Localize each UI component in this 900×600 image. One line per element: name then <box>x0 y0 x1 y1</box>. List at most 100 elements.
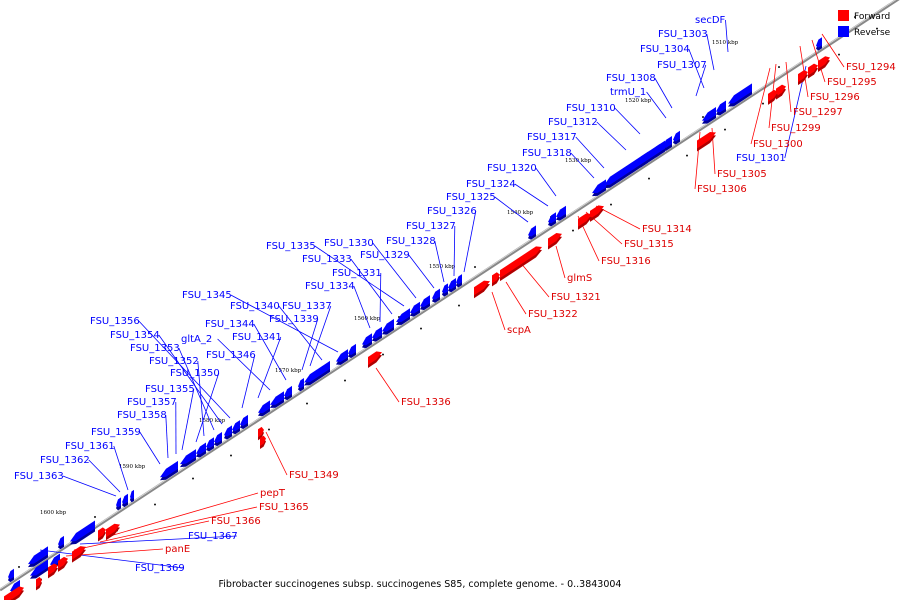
forward-gene-label[interactable]: FSU_1294 <box>846 62 896 73</box>
forward-gene[interactable] <box>258 426 264 441</box>
forward-gene-label[interactable]: FSU_1299 <box>771 123 821 134</box>
forward-gene-label[interactable]: FSU_1296 <box>810 92 860 103</box>
reverse-gene-label[interactable]: FSU_1359 <box>91 427 141 438</box>
forward-gene[interactable] <box>578 213 592 230</box>
reverse-gene[interactable] <box>348 343 356 358</box>
reverse-gene-label[interactable]: FSU_1312 <box>548 117 598 128</box>
reverse-gene-label[interactable]: FSU_1350 <box>170 368 220 379</box>
forward-gene-label[interactable]: pepT <box>260 488 286 499</box>
reverse-gene[interactable] <box>702 107 716 124</box>
reverse-gene-label[interactable]: FSU_1320 <box>487 163 537 174</box>
forward-gene-label[interactable]: FSU_1366 <box>211 516 261 527</box>
forward-gene-label[interactable]: FSU_1336 <box>401 397 451 408</box>
reverse-gene-label[interactable]: FSU_1303 <box>658 29 708 40</box>
forward-gene[interactable] <box>492 272 500 287</box>
reverse-gene-label[interactable]: FSU_1329 <box>360 250 410 261</box>
reverse-gene-label[interactable]: FSU_1363 <box>14 471 64 482</box>
reverse-gene[interactable] <box>604 143 660 189</box>
forward-gene[interactable] <box>72 546 86 563</box>
reverse-gene[interactable] <box>456 274 462 288</box>
reverse-gene-label[interactable]: FSU_1337 <box>282 301 332 312</box>
forward-gene[interactable] <box>12 586 24 600</box>
reverse-gene[interactable] <box>410 301 420 317</box>
reverse-gene[interactable] <box>396 308 410 326</box>
reverse-gene-label[interactable]: FSU_1324 <box>466 179 516 190</box>
forward-gene[interactable] <box>36 576 42 591</box>
reverse-gene-label[interactable]: FSU_1301 <box>736 153 786 164</box>
reverse-gene[interactable] <box>214 431 222 447</box>
forward-gene[interactable] <box>500 246 542 282</box>
forward-gene[interactable] <box>106 523 120 541</box>
reverse-gene[interactable] <box>70 520 95 545</box>
forward-gene-label[interactable]: FSU_1306 <box>697 184 747 195</box>
reverse-gene-label[interactable]: FSU_1341 <box>232 332 282 343</box>
reverse-gene-label[interactable]: FSU_1333 <box>302 254 352 265</box>
reverse-gene-label[interactable]: FSU_1356 <box>90 316 140 327</box>
forward-gene-label[interactable]: FSU_1316 <box>601 256 651 267</box>
forward-gene-label[interactable]: FSU_1365 <box>259 502 309 513</box>
reverse-gene-label[interactable]: FSU_1327 <box>406 221 456 232</box>
forward-gene[interactable] <box>548 233 562 250</box>
reverse-gene-label[interactable]: FSU_1308 <box>606 73 656 84</box>
reverse-gene-label[interactable]: secDF <box>695 15 726 26</box>
reverse-gene[interactable] <box>28 546 48 568</box>
reverse-gene-label[interactable]: FSU_1355 <box>145 384 195 395</box>
reverse-gene[interactable] <box>196 442 206 458</box>
forward-gene[interactable] <box>368 351 382 368</box>
reverse-gene-label[interactable]: FSU_1346 <box>206 350 256 361</box>
reverse-gene-label[interactable]: FSU_1358 <box>117 410 167 421</box>
reverse-gene-label[interactable]: FSU_1361 <box>65 441 115 452</box>
reverse-gene-label[interactable]: trmU_1 <box>610 87 646 98</box>
reverse-gene-label[interactable]: FSU_1340 <box>230 301 280 312</box>
reverse-gene[interactable] <box>382 318 394 335</box>
reverse-gene[interactable] <box>224 425 232 440</box>
forward-gene-label[interactable]: FSU_1321 <box>551 292 601 303</box>
forward-gene[interactable] <box>808 63 818 79</box>
reverse-gene-label[interactable]: FSU_1331 <box>332 268 382 279</box>
reverse-gene-label[interactable]: FSU_1318 <box>522 148 572 159</box>
reverse-gene[interactable] <box>372 326 382 342</box>
reverse-gene-label[interactable]: FSU_1367 <box>188 531 238 542</box>
forward-gene[interactable] <box>48 563 58 579</box>
reverse-gene-label[interactable]: FSU_1328 <box>386 236 436 247</box>
forward-gene[interactable] <box>818 56 830 72</box>
forward-gene[interactable] <box>98 527 106 542</box>
reverse-gene[interactable] <box>556 205 566 221</box>
reverse-gene[interactable] <box>304 360 330 386</box>
reverse-gene[interactable] <box>284 385 292 401</box>
reverse-gene[interactable] <box>116 497 121 511</box>
reverse-gene[interactable] <box>180 449 196 468</box>
reverse-gene-label[interactable]: FSU_1304 <box>640 44 690 55</box>
reverse-gene-label[interactable]: FSU_1317 <box>527 132 577 143</box>
reverse-gene[interactable] <box>240 414 248 430</box>
reverse-gene[interactable] <box>270 391 284 408</box>
forward-gene[interactable] <box>58 556 68 572</box>
forward-gene-label[interactable]: FSU_1314 <box>642 224 692 235</box>
reverse-gene-label[interactable]: FSU_1339 <box>269 314 319 325</box>
forward-gene[interactable] <box>798 70 808 86</box>
reverse-gene-label[interactable]: FSU_1310 <box>566 103 616 114</box>
reverse-gene-label[interactable]: FSU_1325 <box>446 192 496 203</box>
reverse-gene[interactable] <box>362 333 372 349</box>
reverse-gene[interactable] <box>548 212 556 227</box>
forward-gene[interactable] <box>697 131 716 152</box>
forward-gene-label[interactable]: scpA <box>507 325 531 336</box>
reverse-gene[interactable] <box>30 559 48 579</box>
reverse-gene-label[interactable]: FSU_1357 <box>127 397 177 408</box>
reverse-gene-label[interactable]: FSU_1345 <box>182 290 232 301</box>
reverse-gene[interactable] <box>258 400 270 417</box>
reverse-gene-label[interactable]: gltA_2 <box>181 334 212 345</box>
forward-gene-label[interactable]: FSU_1322 <box>528 309 578 320</box>
reverse-gene[interactable] <box>420 295 430 311</box>
reverse-gene[interactable] <box>728 83 752 107</box>
reverse-gene-label[interactable]: FSU_1362 <box>40 455 90 466</box>
reverse-gene-label[interactable]: FSU_1352 <box>149 356 199 367</box>
reverse-gene-label[interactable]: FSU_1335 <box>266 241 316 252</box>
reverse-gene-label[interactable]: FSU_1330 <box>324 238 374 249</box>
forward-gene[interactable] <box>776 84 786 100</box>
reverse-gene[interactable] <box>58 535 64 550</box>
reverse-gene[interactable] <box>298 378 304 392</box>
reverse-gene-label[interactable]: FSU_1344 <box>205 319 255 330</box>
forward-gene-label[interactable]: glmS <box>567 273 592 284</box>
forward-gene[interactable] <box>474 280 490 299</box>
